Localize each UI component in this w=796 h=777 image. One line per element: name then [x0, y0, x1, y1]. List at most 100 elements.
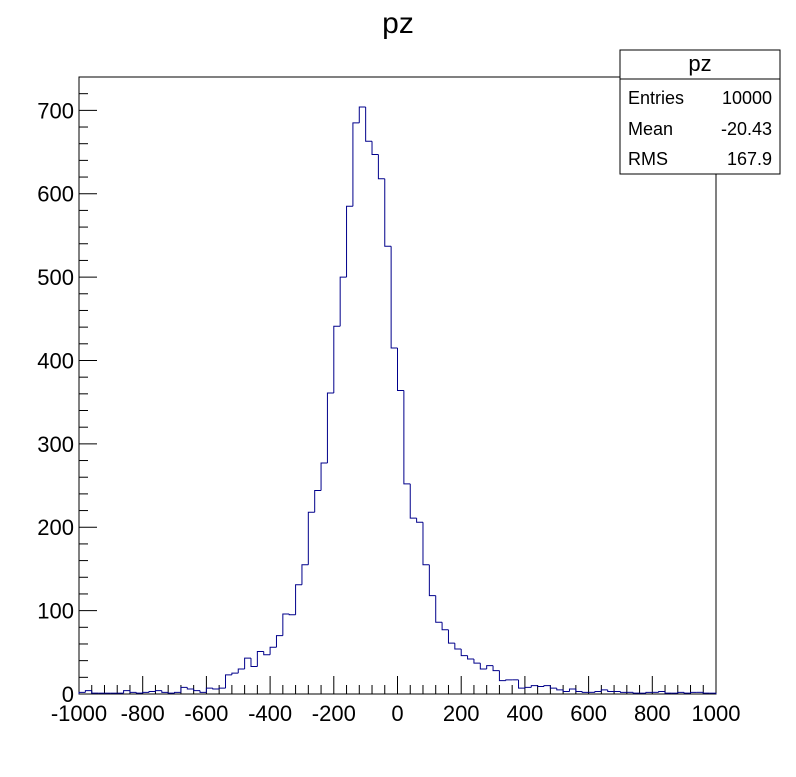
histogram-bin	[377, 154, 385, 180]
histogram-bin	[486, 665, 494, 669]
histogram-bin	[269, 646, 277, 655]
histogram-bin	[186, 687, 194, 690]
histogram-bin	[371, 141, 379, 156]
x-tick-label: 1000	[692, 701, 741, 726]
histogram-bin	[244, 657, 251, 669]
histogram-bin	[664, 691, 672, 694]
histogram-bin	[78, 691, 86, 694]
histogram-bin	[314, 490, 322, 513]
histogram-bin	[454, 643, 462, 650]
x-tick-label: -1000	[51, 701, 107, 726]
y-tick-label: 600	[37, 182, 74, 207]
histogram-bin	[556, 688, 564, 691]
stats-label-entries: Entries	[628, 88, 684, 108]
histogram-bin	[658, 690, 666, 693]
histogram-bin	[428, 564, 436, 597]
histogram-bin	[346, 205, 353, 278]
stats-value-rms: 167.9	[727, 149, 772, 169]
histogram-bin	[288, 613, 296, 616]
histogram-bin	[358, 106, 366, 123]
chart-title: pz	[382, 7, 414, 40]
histogram-bin	[320, 462, 328, 491]
histogram-bin	[645, 691, 653, 694]
histogram-bin	[135, 692, 143, 694]
stats-label-mean: Mean	[628, 119, 673, 139]
histogram-bin	[237, 668, 245, 674]
histogram-bin	[409, 483, 417, 519]
histogram-bin	[148, 690, 156, 693]
stats-value-entries: 10000	[722, 88, 772, 108]
histogram-bin	[397, 347, 404, 392]
histogram-bin	[212, 688, 220, 690]
histogram-bin	[218, 687, 226, 689]
x-tick-label: 600	[570, 701, 607, 726]
histogram-bin	[154, 690, 162, 692]
x-tick-label: -800	[121, 701, 165, 726]
histogram-bin	[333, 325, 341, 394]
histogram-bin	[467, 655, 474, 660]
histogram-bin	[460, 648, 468, 657]
histogram-bin	[225, 674, 232, 689]
histogram-bin	[250, 658, 258, 667]
x-tick-label: -600	[184, 701, 228, 726]
y-tick-label: 400	[37, 348, 74, 373]
y-tick-label: 500	[37, 265, 74, 290]
histogram-bin	[180, 686, 188, 693]
histogram-bin	[403, 390, 411, 485]
histogram-bin	[365, 107, 373, 142]
histogram-bin	[473, 658, 481, 664]
histogram-bin	[575, 688, 583, 692]
x-tick-label: -400	[248, 701, 292, 726]
histogram-bin	[690, 691, 697, 694]
histogram-bin	[193, 688, 201, 692]
x-tick-label: 400	[507, 701, 544, 726]
histogram-bin	[263, 651, 271, 656]
histogram-bin	[282, 613, 290, 636]
histogram-bin	[435, 595, 443, 623]
stats-box-frame	[619, 49, 781, 175]
histogram-bin	[199, 690, 207, 693]
histogram-bin	[129, 690, 137, 693]
histogram-bin	[84, 690, 92, 693]
histogram-bin	[256, 650, 264, 667]
histogram-bin	[205, 687, 213, 693]
histogram-bin	[518, 679, 525, 689]
histogram-bin	[498, 670, 506, 682]
histogram-bin	[275, 635, 283, 648]
x-tick-label: -200	[312, 701, 356, 726]
histogram-bin	[537, 685, 545, 687]
histogram-bin	[161, 690, 169, 693]
y-tick-label: 300	[37, 432, 74, 457]
y-tick-label: 100	[37, 599, 74, 624]
histogram-bin	[301, 564, 309, 585]
histogram-bin	[581, 691, 589, 693]
histogram-bin	[91, 690, 99, 694]
histogram-bin	[702, 692, 710, 694]
histogram-bin	[390, 246, 398, 349]
y-tick-label: 200	[37, 515, 74, 540]
stats-box-title: pz	[688, 51, 711, 76]
y-tick-label: 700	[37, 98, 74, 123]
histogram-bin	[142, 691, 150, 694]
histogram-bin	[167, 692, 175, 694]
histogram-bin	[307, 511, 315, 565]
histogram-bin	[123, 690, 130, 694]
histogram-bin	[447, 629, 455, 644]
x-tick-label: 0	[391, 701, 403, 726]
histogram-bin	[600, 689, 608, 692]
histogram-bin	[339, 276, 347, 327]
histogram-bin	[619, 691, 627, 693]
x-tick-label: 800	[634, 701, 671, 726]
histogram-bin	[607, 689, 615, 692]
stats-box: pz Entries 10000 Mean -20.43 RMS 167.9	[619, 49, 781, 175]
histogram-bin	[479, 663, 487, 670]
histogram-bin	[549, 685, 557, 689]
histogram-bin	[562, 689, 570, 692]
histogram-bin	[568, 688, 576, 692]
histogram-bin	[530, 685, 538, 688]
x-tick-label: 200	[443, 701, 480, 726]
histogram-bin	[352, 122, 360, 207]
histogram-bin	[683, 692, 691, 694]
histogram-bin	[632, 692, 640, 694]
histogram-bin	[677, 691, 685, 694]
